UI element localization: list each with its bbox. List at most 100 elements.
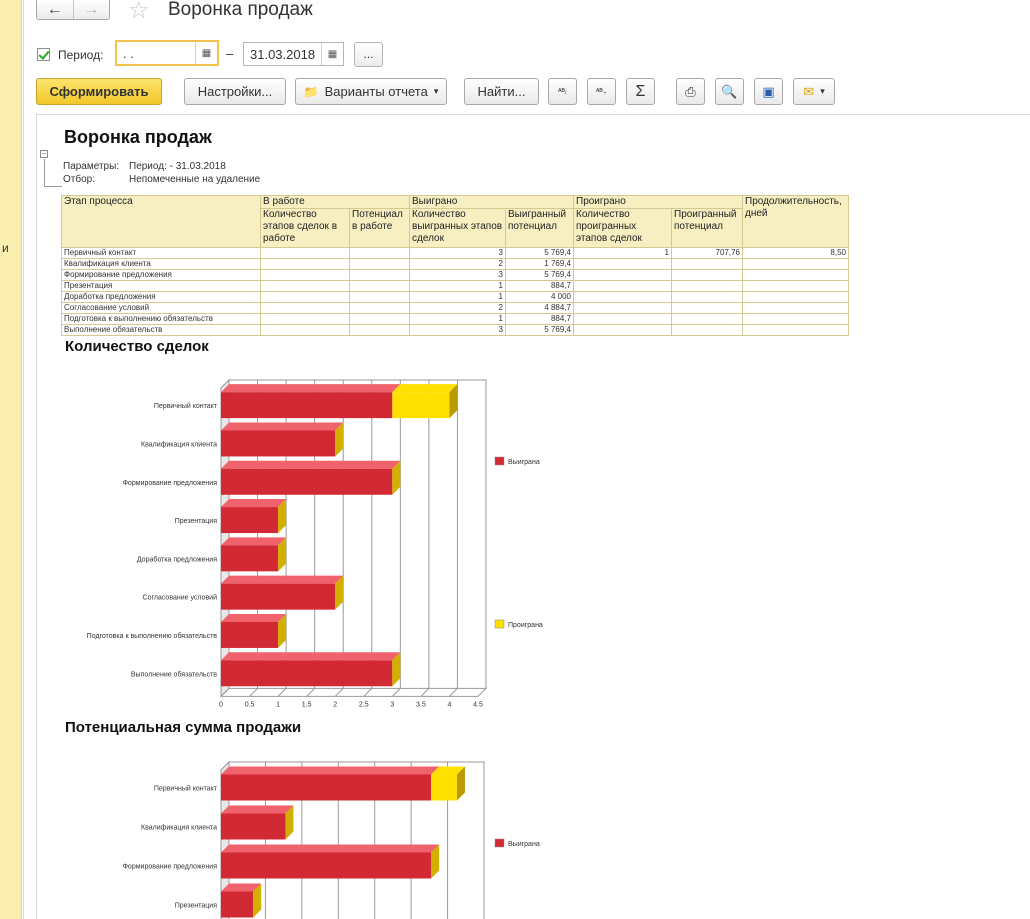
table-row: Первичный контакт 3 5 769,4 1 707,76 8,50 bbox=[61, 247, 849, 259]
period-checkbox[interactable] bbox=[37, 48, 50, 61]
chart-title: Количество сделок bbox=[65, 338, 209, 355]
bar bbox=[392, 392, 450, 419]
report-variants-label: Варианты отчета bbox=[324, 84, 428, 99]
find-button[interactable]: Найти... bbox=[464, 78, 539, 105]
category-label: Формирование предложения bbox=[123, 480, 218, 487]
cell-won-count: 1 bbox=[409, 313, 506, 325]
x-tick-label: 2 bbox=[333, 701, 337, 708]
cell-won-count: 3 bbox=[409, 247, 506, 259]
header-won: Выиграно bbox=[409, 195, 574, 209]
bar bbox=[221, 774, 432, 801]
cell-won-potential: 1 769,4 bbox=[505, 258, 574, 270]
table-row: Согласование условий 2 4 884,7 bbox=[61, 302, 849, 314]
x-tick-label: 0 bbox=[219, 701, 223, 708]
category-label: Презентация bbox=[175, 518, 217, 525]
filter-label: Отбор: bbox=[63, 174, 95, 185]
bar-side bbox=[335, 575, 344, 610]
category-label: Первичный контакт bbox=[154, 785, 218, 793]
cell-empty bbox=[349, 291, 410, 303]
legend-swatch bbox=[494, 838, 505, 848]
report-variants-button[interactable]: 📁 Варианты отчета ▾ bbox=[295, 78, 447, 105]
plot-left-wall bbox=[220, 760, 230, 919]
cell-days bbox=[742, 280, 849, 292]
bar bbox=[221, 545, 279, 572]
sigma-icon[interactable]: Σ bbox=[626, 78, 655, 105]
save-icon[interactable]: ▣ bbox=[754, 78, 783, 105]
generate-button[interactable]: Сформировать bbox=[36, 78, 162, 105]
bar bbox=[221, 891, 254, 918]
gridline-floor bbox=[391, 688, 401, 697]
bar-side bbox=[253, 883, 262, 918]
table-row: Выполнение обязательств 3 5 769,4 bbox=[61, 324, 849, 336]
settings-button[interactable]: Настройки... bbox=[184, 78, 286, 105]
gridline-floor bbox=[420, 688, 430, 697]
bar-top bbox=[221, 460, 401, 469]
table-row: Подготовка к выполнению обязательств 1 884… bbox=[61, 313, 849, 325]
gridline-floor bbox=[306, 688, 316, 697]
cell-lost-potential bbox=[671, 324, 743, 336]
bar-side bbox=[278, 537, 287, 572]
deals-count-chart: 0 0.5 1 1.5 2 2.5 3 3.5 4 4.5 Первичный контакт Ква… bbox=[87, 378, 543, 708]
x-tick-label: 1 bbox=[276, 701, 280, 708]
cell-days bbox=[742, 313, 849, 325]
header-sub: Количество этапов сделок в работе bbox=[260, 208, 350, 248]
bar-side bbox=[278, 613, 287, 648]
preview-icon[interactable]: 🔍 bbox=[715, 78, 744, 105]
group-bracket bbox=[44, 159, 62, 187]
legend-label: Выиграна bbox=[508, 841, 540, 848]
bar-top bbox=[221, 499, 287, 508]
gridline-floor bbox=[220, 688, 230, 697]
gridline-floor bbox=[449, 688, 458, 697]
period-to-field[interactable]: 31.03.2018 ▦ bbox=[243, 42, 344, 66]
x-tick-label: 1.5 bbox=[302, 701, 312, 708]
cell-days bbox=[742, 269, 849, 281]
x-tick-label: 0.5 bbox=[245, 701, 255, 708]
back-arrow-icon[interactable]: ← bbox=[37, 0, 74, 19]
x-tick-label: 4.5 bbox=[473, 701, 483, 708]
header-sub: Проигранный потенциал bbox=[671, 208, 743, 248]
calendar-icon[interactable]: ▦ bbox=[321, 43, 343, 65]
category-label: Формирование предложения bbox=[123, 864, 218, 871]
period-to-value: 31.03.2018 bbox=[250, 47, 316, 62]
abc-plus-icon[interactable]: ᴬᴮ₊ bbox=[587, 78, 616, 105]
separator bbox=[23, 0, 24, 919]
bar-top bbox=[221, 613, 287, 622]
bar-top bbox=[431, 766, 465, 775]
cell-won-count: 2 bbox=[409, 258, 506, 270]
abc-icon[interactable]: ᴬᴮ₍ bbox=[548, 78, 577, 105]
cell-lost-potential bbox=[671, 313, 743, 325]
forward-arrow-icon[interactable]: → bbox=[83, 0, 100, 18]
cell-days bbox=[742, 291, 849, 303]
cell-lost-count bbox=[573, 291, 672, 303]
cell-empty bbox=[349, 313, 410, 325]
bar bbox=[221, 468, 393, 495]
report-table: Этап процесса В работе Выиграно Проигран… bbox=[61, 195, 849, 336]
cell-empty bbox=[260, 258, 350, 270]
period-select-button[interactable]: ... bbox=[354, 42, 383, 67]
folder-icon: 📁 bbox=[303, 84, 319, 99]
period-from-field[interactable]: . . ▦ bbox=[115, 40, 219, 66]
chevron-down-icon: ▾ bbox=[820, 86, 825, 96]
print-icon[interactable]: ⎙ bbox=[676, 78, 705, 105]
header-sub: Количество выигранных этапов сделок bbox=[409, 208, 506, 248]
bar bbox=[221, 583, 336, 610]
period-label: Период: bbox=[58, 48, 104, 62]
gridline-floor bbox=[334, 688, 344, 697]
nav-buttons: ← → bbox=[36, 0, 110, 20]
period-from-value: . . bbox=[123, 46, 134, 61]
chevron-down-icon: ▾ bbox=[433, 86, 439, 96]
cell-empty bbox=[349, 280, 410, 292]
collapse-toggle[interactable]: − bbox=[40, 149, 48, 158]
favorite-star-icon[interactable]: ☆ bbox=[128, 0, 150, 24]
calendar-icon[interactable]: ▦ bbox=[195, 42, 217, 64]
header-lost: Проиграно bbox=[573, 195, 743, 209]
cell-lost-count bbox=[573, 269, 672, 281]
report-title: Воронка продаж bbox=[64, 127, 212, 147]
mail-icon[interactable]: ✉ ▾ bbox=[793, 78, 835, 105]
gridline-floor bbox=[249, 688, 258, 697]
cell-lost-potential bbox=[671, 291, 743, 303]
x-tick-label: 4 bbox=[447, 701, 451, 708]
side-panel-strip: и bbox=[0, 0, 22, 919]
cell-empty bbox=[260, 280, 350, 292]
cell-won-count: 3 bbox=[409, 269, 506, 281]
